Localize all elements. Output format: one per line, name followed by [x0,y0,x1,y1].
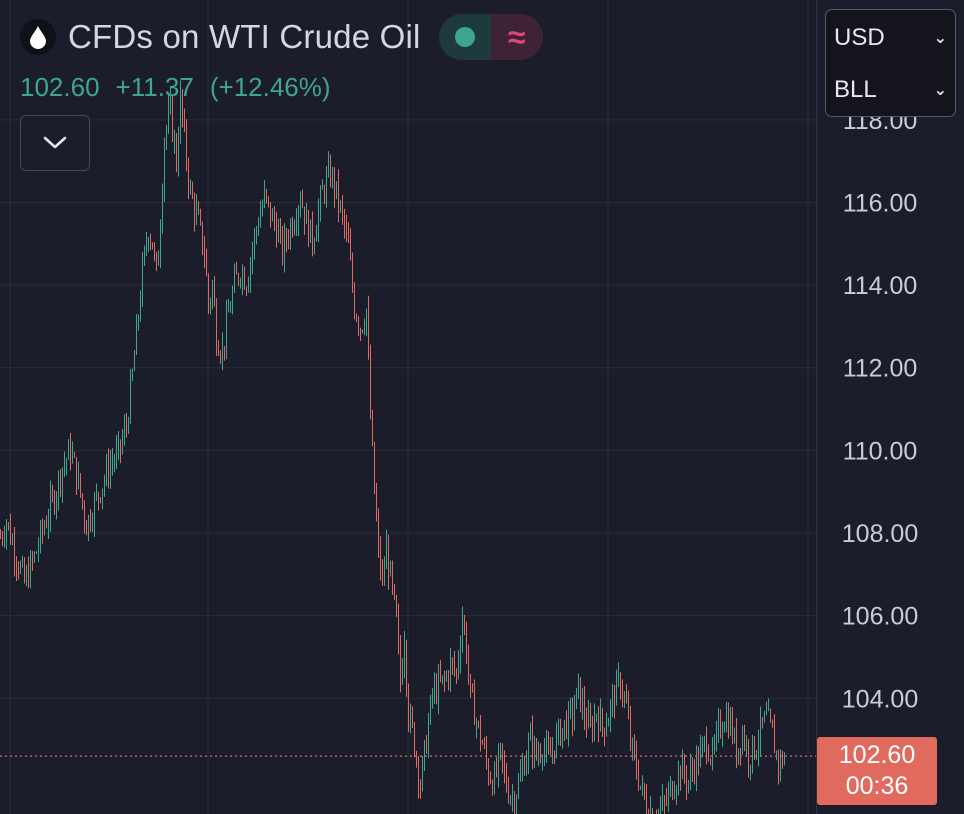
y-tick-label: 112.00 [843,355,918,383]
last-price-tag: 102.60 00:36 [817,737,937,805]
candlestick-chart[interactable] [0,0,816,814]
currency-value: USD [834,24,885,51]
chevron-down-icon: ⌄ [933,30,947,47]
bar-countdown: 00:36 [845,772,909,800]
last-price: 102.60 [20,72,100,102]
market-open-dot-icon [454,27,475,47]
quote-line: 102.60 +11.37 (+12.46%) [20,72,331,103]
y-tick-label: 114.00 [843,272,918,300]
symbol-header: CFDs on WTI Crude Oil ≈ [20,14,543,60]
price-change-percent: (+12.46%) [209,72,331,102]
chart-area[interactable] [0,0,816,814]
y-tick-label: 116.00 [843,189,918,217]
unit-value: BLL [834,76,877,103]
drop-icon [20,19,56,55]
unit-selector-box: USD ⌄ BLL ⌄ [825,9,956,117]
chevron-down-icon [43,136,67,149]
price-tag-value: 102.60 [838,741,916,769]
unit-selector[interactable]: BLL ⌄ [834,68,947,112]
y-tick-label: 108.00 [842,520,918,548]
price-scale-divider [816,0,817,814]
price-change: +11.37 [115,72,194,102]
y-tick-label: 110.00 [843,437,918,465]
y-tick-label: 106.00 [842,603,918,631]
y-tick-label: 104.00 [842,685,918,713]
symbol-title[interactable]: CFDs on WTI Crude Oil [68,18,421,55]
chevron-down-icon: ⌄ [933,82,947,99]
wave-icon: ≈ [507,19,526,55]
currency-selector[interactable]: USD ⌄ [834,16,947,60]
collapse-legend-button[interactable] [20,115,90,171]
price-axis[interactable]: 118.00116.00114.00112.00110.00108.00106.… [816,0,964,814]
market-status-pill[interactable]: ≈ [438,14,543,60]
